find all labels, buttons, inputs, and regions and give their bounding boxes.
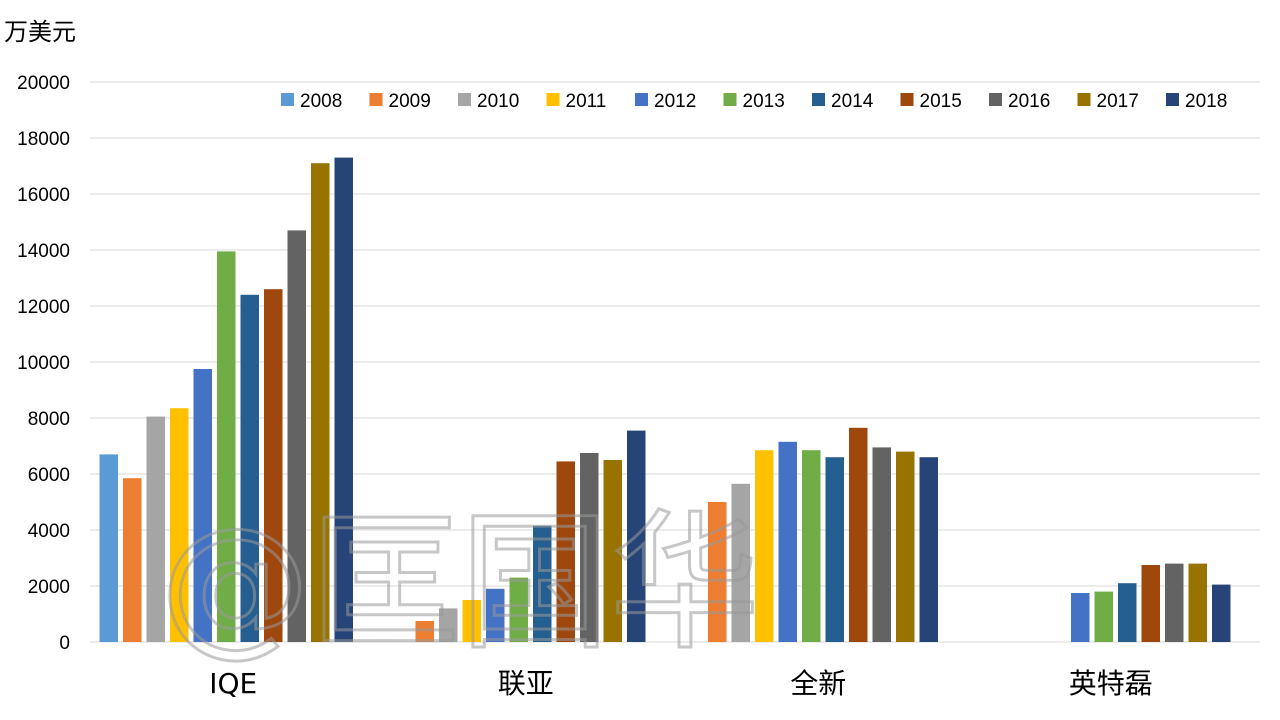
bar-全新-2009: [708, 502, 727, 642]
bar-英特磊-2012: [1071, 593, 1090, 642]
bar-IQE-2016: [287, 230, 306, 642]
y-tick-label: 10000: [17, 353, 70, 374]
legend: 2008 2009 2010 2011 2012 2013 2014 2015 2016 2017…: [281, 91, 1227, 112]
bar-全新-2013: [802, 450, 821, 642]
bar-联亚-2016: [580, 453, 599, 642]
y-axis-unit-label: 万美元: [4, 18, 76, 46]
x-axis-category-labels: IQE 联亚 全新 英特磊: [209, 667, 1153, 700]
legend-label: 2017: [1097, 91, 1139, 112]
legend-label: 2012: [654, 91, 696, 112]
y-tick-label: 6000: [28, 465, 70, 486]
bar-IQE-2009: [123, 478, 142, 642]
bar-英特磊-2017: [1188, 563, 1207, 642]
bar-英特磊-2013: [1094, 591, 1113, 642]
x-category-label: 全新: [790, 667, 846, 700]
legend-swatch: [1077, 93, 1091, 106]
bar-全新-2015: [849, 427, 868, 642]
bars: [99, 157, 1231, 642]
bar-联亚-2009: [415, 621, 434, 642]
bar-IQE-2008: [99, 454, 118, 642]
legend-swatch: [635, 93, 648, 106]
bar-IQE-2018: [334, 157, 353, 642]
bar-IQE-2013: [217, 251, 236, 642]
bar-全新-2011: [755, 450, 774, 642]
legend-label: 2013: [743, 91, 785, 112]
legend-swatch: [900, 93, 914, 106]
x-category-label: 联亚: [498, 667, 554, 700]
legend-swatch: [989, 93, 1002, 106]
bar-IQE-2012: [193, 369, 212, 642]
legend-swatch: [546, 93, 560, 106]
legend-label: 2014: [831, 91, 874, 112]
bar-全新-2012: [778, 441, 797, 642]
x-category-label: IQE: [209, 667, 257, 700]
legend-label: 2010: [477, 91, 519, 112]
y-tick-label: 12000: [17, 297, 70, 318]
bar-联亚-2010: [439, 608, 458, 642]
legend-swatch: [458, 93, 471, 106]
bar-IQE-2017: [311, 163, 330, 642]
legend-swatch: [1166, 93, 1179, 106]
bar-全新-2016: [872, 447, 891, 642]
legend-label: 2009: [389, 91, 431, 112]
bar-联亚-2015: [556, 461, 575, 642]
bar-联亚-2017: [603, 460, 622, 642]
bar-联亚-2011: [462, 600, 481, 642]
bar-联亚-2014: [533, 525, 552, 642]
bar-联亚-2018: [627, 430, 646, 642]
watermark-text: @匡国华: [160, 497, 760, 671]
bar-英特磊-2018: [1212, 584, 1231, 642]
y-tick-label: 8000: [28, 409, 70, 430]
legend-label: 2008: [300, 91, 342, 112]
legend-label: 2016: [1008, 91, 1050, 112]
bar-IQE-2015: [264, 289, 283, 642]
legend-label: 2015: [920, 91, 962, 112]
bar-IQE-2010: [146, 416, 165, 642]
y-tick-label: 14000: [17, 241, 70, 262]
bar-全新-2014: [825, 457, 844, 642]
bar-联亚-2013: [509, 577, 528, 642]
legend-swatch: [281, 93, 294, 106]
bar-IQE-2014: [240, 294, 259, 642]
legend-label: 2011: [566, 91, 607, 112]
y-tick-label: 2000: [28, 577, 70, 598]
gridlines: [90, 81, 1260, 643]
y-tick-label: 4000: [28, 521, 70, 542]
bar-全新-2018: [919, 457, 938, 642]
y-tick-label: 0: [59, 633, 70, 654]
y-axis-ticks: 0 2000 4000 6000 8000 10000 12000 14000 16000 180…: [17, 73, 70, 654]
legend-swatch: [812, 93, 825, 106]
y-tick-label: 16000: [17, 185, 70, 206]
bar-英特磊-2015: [1141, 565, 1160, 642]
bar-全新-2017: [896, 451, 915, 642]
bar-联亚-2012: [486, 588, 505, 642]
bar-英特磊-2016: [1165, 563, 1184, 642]
legend-swatch: [723, 93, 737, 106]
legend-label: 2018: [1185, 91, 1227, 112]
bar-英特磊-2014: [1118, 583, 1137, 642]
bar-IQE-2011: [170, 408, 189, 642]
y-tick-label: 18000: [17, 129, 70, 150]
legend-swatch: [369, 93, 383, 106]
bar-全新-2010: [731, 483, 750, 642]
y-tick-label: 20000: [17, 73, 70, 94]
x-category-label: 英特磊: [1069, 667, 1153, 700]
